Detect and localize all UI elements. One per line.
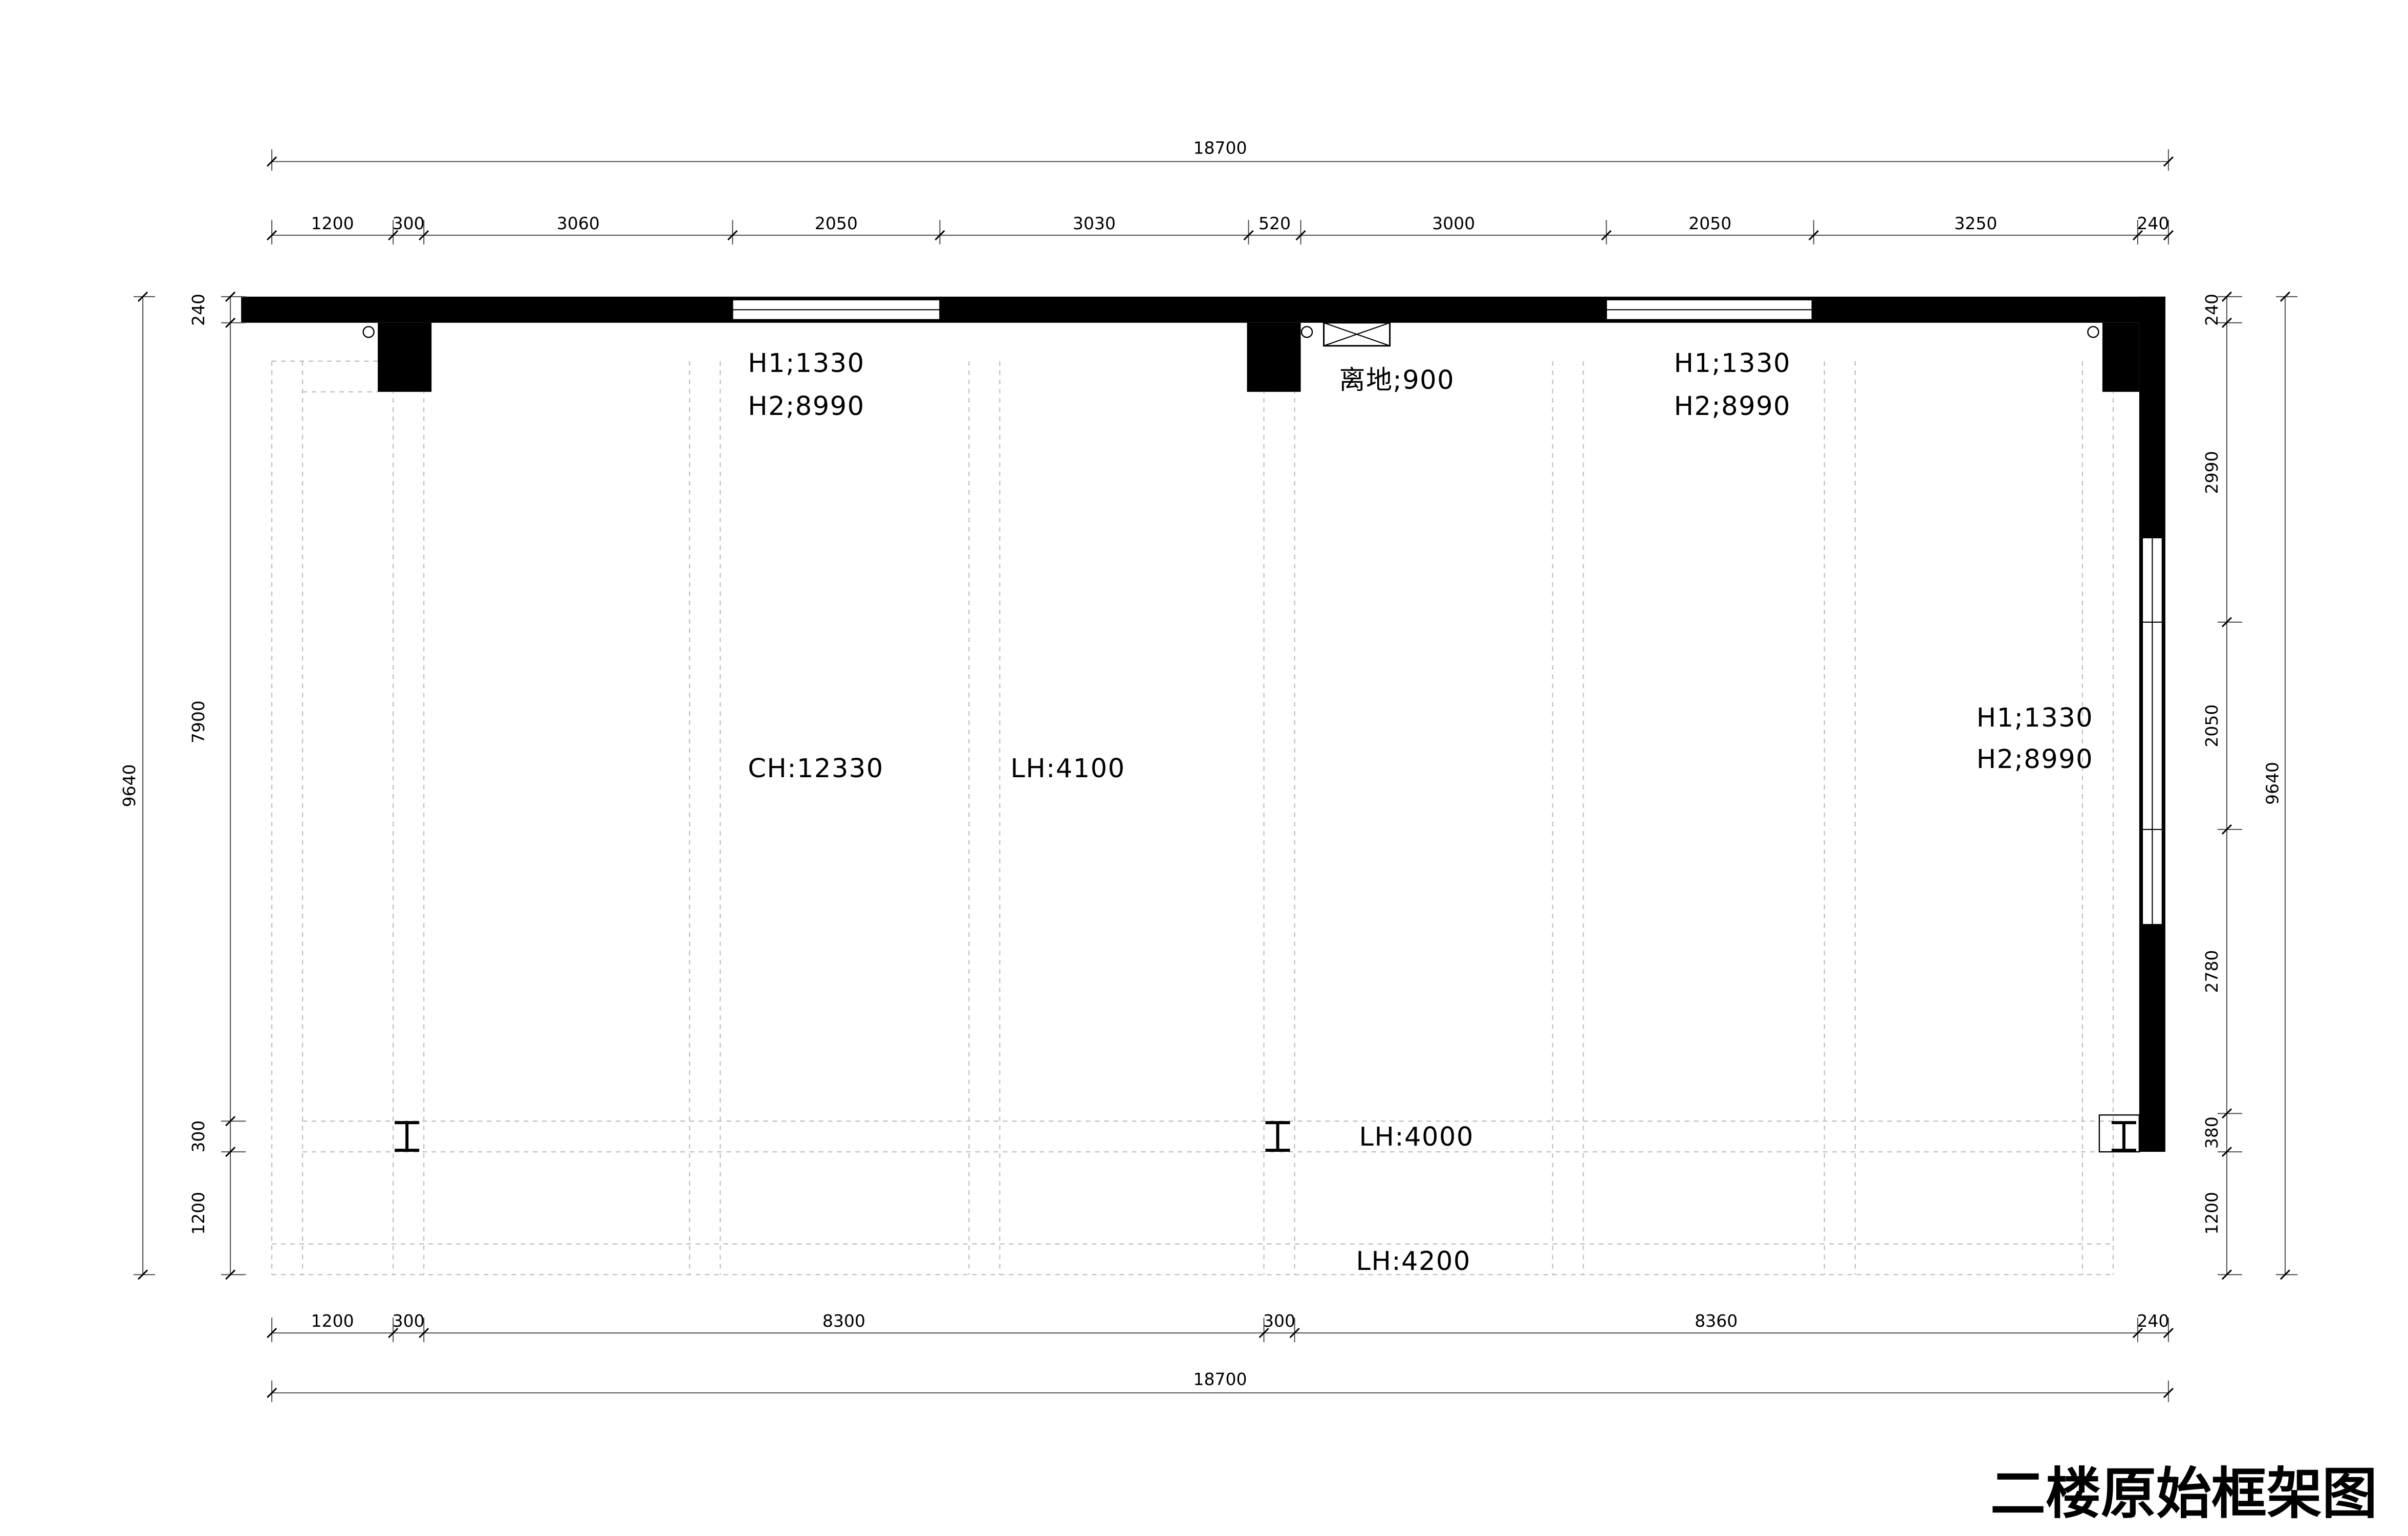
dimension-tick	[2132, 230, 2143, 240]
annotation: 离地;900	[1339, 365, 1455, 396]
annotation: LH:4000	[1359, 1122, 1474, 1152]
dimension-label: 2990	[2202, 451, 2222, 494]
beam-box	[2098, 1114, 2140, 1153]
dimension-tick	[267, 1328, 277, 1338]
dimension-label: 3060	[557, 213, 600, 233]
dimension-tick	[2221, 1108, 2232, 1119]
dimension-label: 1200	[311, 1311, 354, 1331]
pipe	[362, 326, 375, 338]
dimension-tick	[2280, 1269, 2291, 1280]
annotation: H2;8990	[1977, 744, 2093, 775]
dimension-tick	[1243, 230, 1254, 240]
dimension-tick	[419, 1328, 429, 1338]
dimension-tick	[2221, 1269, 2232, 1280]
dimension-tick	[2163, 1328, 2174, 1338]
dimension-label: 240	[2137, 213, 2169, 233]
dimension-tick	[225, 1116, 236, 1127]
annotation: H1;1330	[748, 348, 864, 379]
annotation: CH:12330	[748, 754, 883, 784]
dimension-tick	[1259, 1328, 1269, 1338]
dimension-tick	[2163, 1388, 2174, 1398]
dimension-tick	[935, 230, 945, 240]
column	[2102, 322, 2139, 392]
annotation: H1;1330	[1977, 703, 2093, 733]
dimension-tick	[2163, 156, 2174, 167]
dimension-label: 520	[1259, 213, 1291, 233]
dimension-label: 2050	[2202, 704, 2222, 747]
dimension-tick	[2221, 824, 2232, 835]
dimension-label: 7900	[188, 700, 208, 743]
dimension-tick	[225, 317, 236, 328]
dimension-label: 2050	[1688, 213, 1731, 233]
dimension-tick	[2280, 291, 2291, 302]
vent-line	[1324, 322, 1390, 346]
dimension-label: 2050	[815, 213, 858, 233]
dimension-total: 9640	[119, 764, 139, 807]
dimension-tick	[1289, 1328, 1300, 1338]
annotation: LH:4200	[1356, 1246, 1471, 1277]
dimension-label: 240	[2137, 1311, 2169, 1331]
dimension-label: 380	[2202, 1116, 2222, 1149]
dimension-label: 300	[393, 213, 425, 233]
dimension-label: 3030	[1073, 213, 1116, 233]
dimension-label: 300	[393, 1311, 425, 1331]
dimension-tick	[267, 230, 277, 240]
dimension-tick	[2132, 1328, 2143, 1338]
dimension-tick	[225, 1147, 236, 1157]
dimension-label: 1200	[311, 213, 354, 233]
dimension-tick	[2221, 1147, 2232, 1157]
dimension-tick	[2221, 317, 2232, 328]
dimension-total: 18700	[1194, 1369, 1247, 1389]
drawing-title: 二楼原始框架图	[1990, 1462, 2377, 1526]
dimension-tick	[267, 156, 277, 167]
dimension-label: 240	[188, 294, 208, 326]
dimension-tick	[267, 1388, 277, 1398]
wall	[241, 296, 2165, 323]
annotation: H1;1330	[1674, 348, 1791, 379]
dimension-total: 18700	[1194, 138, 1247, 158]
dimension-tick	[2221, 617, 2232, 628]
annotation: H2;8990	[748, 391, 864, 422]
dimension-tick	[1295, 230, 1306, 240]
pipe	[1300, 326, 1313, 338]
dimension-label: 3250	[1954, 213, 1997, 233]
dimension-tick	[727, 230, 738, 240]
dimension-label: 1200	[188, 1192, 208, 1235]
vent	[1323, 322, 1391, 347]
dimension-tick	[137, 1269, 148, 1280]
dimension-tick	[1808, 230, 1819, 240]
column	[378, 322, 432, 392]
dimension-label: 2780	[2202, 950, 2222, 993]
dimension-tick	[388, 230, 399, 240]
dimension-tick	[225, 291, 236, 302]
column	[1247, 322, 1301, 392]
dimension-tick	[2221, 291, 2232, 302]
dimension-label: 240	[2202, 294, 2222, 326]
dimension-label: 8300	[822, 1311, 865, 1331]
pipe	[2087, 326, 2099, 338]
dimension-tick	[388, 1328, 399, 1338]
dimension-label: 1200	[2202, 1192, 2222, 1235]
dimension-total: 9640	[2262, 762, 2282, 805]
dimension-tick	[2163, 230, 2174, 240]
dimension-tick	[419, 230, 429, 240]
dimension-tick	[1601, 230, 1612, 240]
dimension-label: 8360	[1695, 1311, 1738, 1331]
dimension-label: 300	[188, 1121, 208, 1153]
annotation: LH:4100	[1010, 754, 1125, 784]
dimension-tick	[225, 1269, 236, 1280]
dimension-label: 3000	[1432, 213, 1475, 233]
annotation: H2;8990	[1674, 391, 1791, 422]
dimension-tick	[137, 291, 148, 302]
dimension-label: 300	[1263, 1311, 1295, 1331]
